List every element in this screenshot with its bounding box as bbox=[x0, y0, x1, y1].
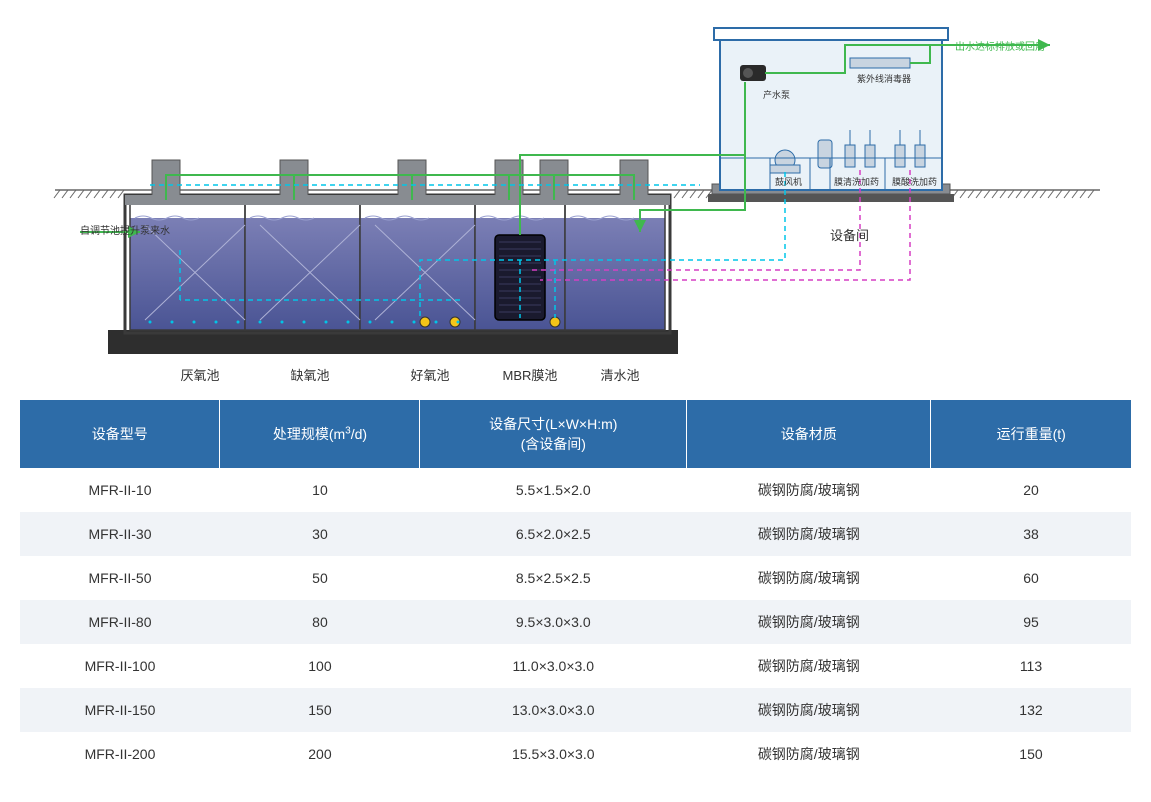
table-cell: 碳钢防腐/玻璃钢 bbox=[687, 556, 931, 600]
table-cell: MFR-II-100 bbox=[20, 644, 220, 688]
table-row: MFR-II-80809.5×3.0×3.0碳钢防腐/玻璃钢95 bbox=[20, 600, 1131, 644]
table-cell: 5.5×1.5×2.0 bbox=[420, 468, 687, 512]
diagram-svg bbox=[0, 0, 1151, 400]
spec-table-wrap: 设备型号处理规模(m3/d)设备尺寸(L×W×H:m)(含设备间)设备材质运行重… bbox=[0, 400, 1151, 776]
table-cell: MFR-II-30 bbox=[20, 512, 220, 556]
table-row: MFR-II-20020015.5×3.0×3.0碳钢防腐/玻璃钢150 bbox=[20, 732, 1131, 776]
table-cell: 碳钢防腐/玻璃钢 bbox=[687, 468, 931, 512]
table-cell: 100 bbox=[220, 644, 420, 688]
table-cell: 碳钢防腐/玻璃钢 bbox=[687, 644, 931, 688]
table-cell: 60 bbox=[931, 556, 1131, 600]
table-cell: 200 bbox=[220, 732, 420, 776]
table-cell: 150 bbox=[220, 688, 420, 732]
table-cell: MFR-II-50 bbox=[20, 556, 220, 600]
chem2-label: 膜酸洗加药 bbox=[892, 175, 937, 188]
table-cell: 13.0×3.0×3.0 bbox=[420, 688, 687, 732]
table-cell: 15.5×3.0×3.0 bbox=[420, 732, 687, 776]
process-diagram: 自调节池提升泵来水 出水达标排放或回用 设备间 产水泵 紫外线消毒器 鼓风机 膜… bbox=[0, 0, 1151, 400]
col-header-3: 设备材质 bbox=[687, 400, 931, 468]
tank-label: 好氧池 bbox=[390, 365, 470, 384]
table-row: MFR-II-50508.5×2.5×2.5碳钢防腐/玻璃钢60 bbox=[20, 556, 1131, 600]
table-cell: 95 bbox=[931, 600, 1131, 644]
table-cell: 11.0×3.0×3.0 bbox=[420, 644, 687, 688]
table-cell: 10 bbox=[220, 468, 420, 512]
table-cell: 38 bbox=[931, 512, 1131, 556]
table-cell: 8.5×2.5×2.5 bbox=[420, 556, 687, 600]
table-cell: 20 bbox=[931, 468, 1131, 512]
uv-label: 紫外线消毒器 bbox=[857, 72, 911, 85]
room-label: 设备间 bbox=[830, 225, 869, 244]
tank-label: MBR膜池 bbox=[490, 365, 570, 384]
table-cell: 80 bbox=[220, 600, 420, 644]
table-cell: 50 bbox=[220, 556, 420, 600]
table-row: MFR-II-30306.5×2.0×2.5碳钢防腐/玻璃钢38 bbox=[20, 512, 1131, 556]
table-row: MFR-II-10105.5×1.5×2.0碳钢防腐/玻璃钢20 bbox=[20, 468, 1131, 512]
col-header-0: 设备型号 bbox=[20, 400, 220, 468]
table-cell: 150 bbox=[931, 732, 1131, 776]
tank-label: 清水池 bbox=[580, 365, 660, 384]
table-cell: MFR-II-200 bbox=[20, 732, 220, 776]
spec-table: 设备型号处理规模(m3/d)设备尺寸(L×W×H:m)(含设备间)设备材质运行重… bbox=[20, 400, 1131, 776]
table-cell: 9.5×3.0×3.0 bbox=[420, 600, 687, 644]
table-cell: 30 bbox=[220, 512, 420, 556]
table-cell: 碳钢防腐/玻璃钢 bbox=[687, 600, 931, 644]
table-cell: MFR-II-80 bbox=[20, 600, 220, 644]
table-cell: 碳钢防腐/玻璃钢 bbox=[687, 732, 931, 776]
tank-label: 厌氧池 bbox=[160, 365, 240, 384]
table-cell: MFR-II-150 bbox=[20, 688, 220, 732]
chem1-label: 膜清洗加药 bbox=[834, 175, 879, 188]
tank-label: 缺氧池 bbox=[270, 365, 350, 384]
pump-label: 产水泵 bbox=[763, 88, 790, 101]
blower-label: 鼓风机 bbox=[775, 175, 802, 188]
table-cell: 6.5×2.0×2.5 bbox=[420, 512, 687, 556]
table-cell: MFR-II-10 bbox=[20, 468, 220, 512]
table-cell: 碳钢防腐/玻璃钢 bbox=[687, 512, 931, 556]
table-cell: 碳钢防腐/玻璃钢 bbox=[687, 688, 931, 732]
col-header-2: 设备尺寸(L×W×H:m)(含设备间) bbox=[420, 400, 687, 468]
inlet-label: 自调节池提升泵来水 bbox=[80, 222, 170, 237]
table-row: MFR-II-10010011.0×3.0×3.0碳钢防腐/玻璃钢113 bbox=[20, 644, 1131, 688]
table-row: MFR-II-15015013.0×3.0×3.0碳钢防腐/玻璃钢132 bbox=[20, 688, 1131, 732]
col-header-4: 运行重量(t) bbox=[931, 400, 1131, 468]
outlet-label: 出水达标排放或回用 bbox=[955, 38, 1045, 53]
col-header-1: 处理规模(m3/d) bbox=[220, 400, 420, 468]
table-cell: 132 bbox=[931, 688, 1131, 732]
table-cell: 113 bbox=[931, 644, 1131, 688]
